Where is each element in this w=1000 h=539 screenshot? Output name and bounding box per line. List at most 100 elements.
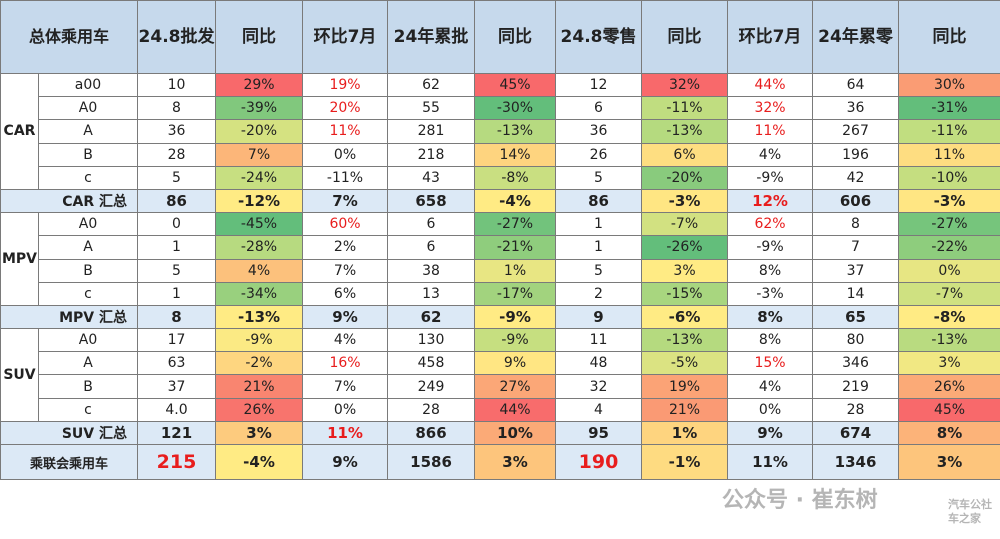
value-cell: 16% xyxy=(302,351,389,376)
value-cell: 38 xyxy=(387,258,476,283)
value-cell: -45% xyxy=(215,212,304,237)
value-cell: 1 xyxy=(137,281,217,306)
value-cell: 32% xyxy=(727,96,814,121)
value-cell: 3% xyxy=(641,258,729,283)
watermark-main: 公众号 · 崔东树 xyxy=(722,488,878,513)
value-cell: 26 xyxy=(555,142,643,167)
header-cell: 总体乘用车 xyxy=(0,0,139,74)
value-cell: 4% xyxy=(302,328,389,353)
table-row: B 28 7% 0% 218 14% 26 6% 4% 196 11% xyxy=(1,142,1000,167)
total-row: 乘联会乘用车 215 -4% 9% 1586 3% 190 -1% 11% 1346 3% xyxy=(0,444,1000,480)
summary-row: CAR 汇总 86 -12% 7% 658 -4% 86 -3% 12% 606 -3% xyxy=(0,188,1000,214)
value-cell: 37 xyxy=(137,374,217,399)
value-cell: 218 xyxy=(387,142,476,167)
summary-cell: -6% xyxy=(641,304,729,330)
value-cell: -30% xyxy=(474,96,557,121)
summary-cell: -4% xyxy=(474,188,557,214)
summary-cell: 606 xyxy=(812,188,900,214)
value-cell: 1 xyxy=(555,235,643,260)
table-row: A 36 -20% 11% 281 -13% 36 -13% 11% 267 -11% xyxy=(1,119,1000,144)
value-cell: 11 xyxy=(555,328,643,353)
total-cell: 11% xyxy=(727,444,814,480)
value-cell: -13% xyxy=(641,119,729,144)
value-cell: 63 xyxy=(137,351,217,376)
summary-cell: -3% xyxy=(641,188,729,214)
value-cell: 2 xyxy=(555,281,643,306)
value-cell: 6 xyxy=(387,235,476,260)
value-cell: 36 xyxy=(555,119,643,144)
value-cell: 0% xyxy=(302,397,389,422)
value-cell: 45% xyxy=(474,72,557,98)
summary-cell: 8 xyxy=(137,304,217,330)
header-cell: 环比7月 xyxy=(727,0,814,74)
header-cell: 同比 xyxy=(215,0,304,74)
summary-cell: -13% xyxy=(215,304,304,330)
table-row: B 5 4% 7% 38 1% 5 3% 8% 37 0% xyxy=(1,258,1000,283)
value-cell: 60% xyxy=(302,212,389,237)
value-cell: -27% xyxy=(898,212,1000,237)
summary-cell: 9% xyxy=(727,420,814,446)
value-cell: -17% xyxy=(474,281,557,306)
segment-label: A xyxy=(37,235,139,260)
value-cell: 219 xyxy=(812,374,900,399)
segment-label: A xyxy=(37,351,139,376)
value-cell: -7% xyxy=(641,212,729,237)
value-cell: 4% xyxy=(215,258,304,283)
header-cell: 同比 xyxy=(474,0,557,74)
segment-label: B xyxy=(37,374,139,399)
value-cell: -9% xyxy=(215,328,304,353)
summary-label: SUV 汇总 xyxy=(0,420,139,446)
value-cell: 14 xyxy=(812,281,900,306)
summary-cell: -8% xyxy=(898,304,1000,330)
segment-label: A0 xyxy=(37,96,139,121)
summary-label: CAR 汇总 xyxy=(0,188,139,214)
value-cell: 1 xyxy=(555,212,643,237)
value-cell: -13% xyxy=(898,328,1000,353)
value-cell: 48 xyxy=(555,351,643,376)
summary-cell: 11% xyxy=(302,420,389,446)
summary-cell: 86 xyxy=(555,188,643,214)
segment-label: a00 xyxy=(37,72,139,98)
header-cell: 同比 xyxy=(641,0,729,74)
value-cell: 8% xyxy=(727,328,814,353)
value-cell: -27% xyxy=(474,212,557,237)
table-row: A 63 -2% 16% 458 9% 48 -5% 15% 346 3% xyxy=(1,351,1000,376)
total-cell: 1586 xyxy=(387,444,476,480)
value-cell: 62 xyxy=(387,72,476,98)
value-cell: -8% xyxy=(474,165,557,190)
value-cell: 1% xyxy=(474,258,557,283)
summary-cell: 658 xyxy=(387,188,476,214)
value-cell: 5 xyxy=(137,165,217,190)
total-cell: -4% xyxy=(215,444,304,480)
value-cell: -9% xyxy=(727,165,814,190)
value-cell: 14% xyxy=(474,142,557,167)
value-cell: -10% xyxy=(898,165,1000,190)
value-cell: 4% xyxy=(727,374,814,399)
value-cell: 55 xyxy=(387,96,476,121)
value-cell: 20% xyxy=(302,96,389,121)
value-cell: 6 xyxy=(555,96,643,121)
value-cell: -13% xyxy=(474,119,557,144)
value-cell: 4% xyxy=(727,142,814,167)
sales-table: 总体乘用车 24.8批发 同比 环比7月 24年累批 同比 24.8零售 同比 环比7月 24年累… xyxy=(0,0,1000,480)
value-cell: 10 xyxy=(137,72,217,98)
value-cell: 11% xyxy=(302,119,389,144)
value-cell: 0% xyxy=(727,397,814,422)
value-cell: 11% xyxy=(898,142,1000,167)
summary-cell: 3% xyxy=(215,420,304,446)
segment-label: A0 xyxy=(37,328,139,353)
value-cell: 21% xyxy=(641,397,729,422)
value-cell: 62% xyxy=(727,212,814,237)
value-cell: -11% xyxy=(302,165,389,190)
value-cell: 37 xyxy=(812,258,900,283)
header-cell: 环比7月 xyxy=(302,0,389,74)
value-cell: 5 xyxy=(137,258,217,283)
summary-cell: 8% xyxy=(727,304,814,330)
value-cell: 64 xyxy=(812,72,900,98)
summary-cell: 9% xyxy=(302,304,389,330)
summary-cell: 86 xyxy=(137,188,217,214)
category-label: MPV xyxy=(0,212,39,306)
value-cell: 4 xyxy=(555,397,643,422)
value-cell: 6% xyxy=(641,142,729,167)
value-cell: 44% xyxy=(474,397,557,422)
